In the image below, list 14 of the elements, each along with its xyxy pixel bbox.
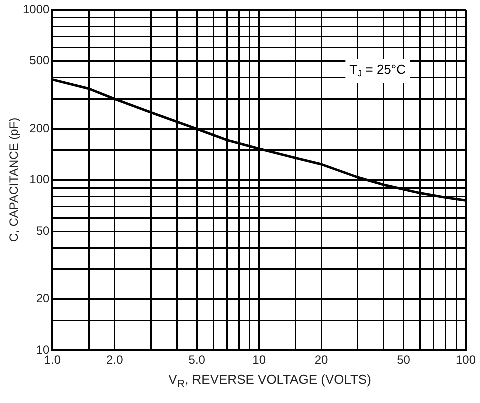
y-tick-label: 1000 [22,2,50,17]
x-tick-label: 20 [314,353,329,368]
y-tick-label: 20 [36,292,50,306]
x-axis-title: V$_{R}$, REVERSE VOLTAGE (VOLTS) [168,372,372,391]
y-tick-label: 500 [30,54,50,68]
y-tick-label: 100 [30,172,50,187]
x-tick-label: 5.0 [188,353,206,368]
y-axis-title: C, CAPACITANCE (pF) [7,118,21,242]
y-tick-label: 200 [30,121,50,136]
x-tick-label: 50 [397,353,411,368]
x-tick-label: 2.0 [106,353,124,368]
y-tick-label: 50 [36,224,50,238]
x-tick-label: 100 [456,353,476,368]
x-tick-label: 10 [252,353,266,368]
